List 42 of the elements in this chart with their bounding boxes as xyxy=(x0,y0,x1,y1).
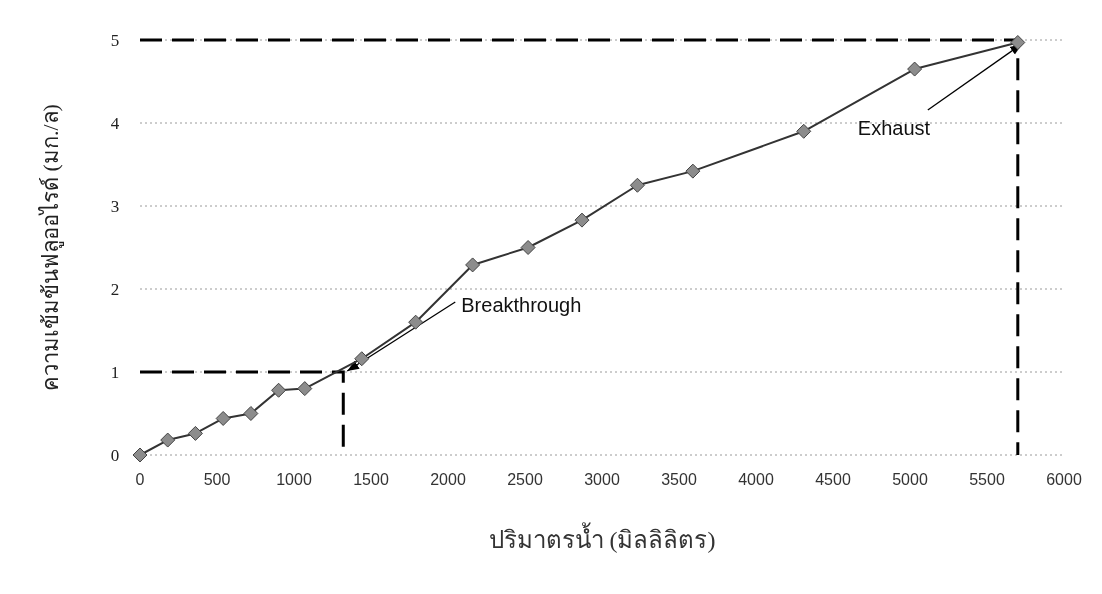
x-tick-label: 2500 xyxy=(507,471,543,488)
point xyxy=(907,61,923,77)
annotation: Breakthrough xyxy=(346,294,582,372)
point xyxy=(271,382,287,398)
x-tick-label: 3000 xyxy=(584,471,620,488)
x-tick-label: 1000 xyxy=(276,471,312,488)
x-tick-label: 6000 xyxy=(1046,471,1082,488)
annotation: Exhaust xyxy=(857,43,1023,139)
x-tick-label: 4000 xyxy=(738,471,774,488)
x-axis-title: ปริมาตรน้ำ (มิลลิลิตร) xyxy=(488,522,716,553)
y-tick-label: 5 xyxy=(110,31,120,50)
x-tick-label: 3500 xyxy=(661,471,697,488)
x-tick-label: 0 xyxy=(135,471,145,488)
y-tick-label: 2 xyxy=(110,280,120,299)
point xyxy=(520,240,536,255)
y-tick-label: 3 xyxy=(110,197,120,216)
x-tick-label: 500 xyxy=(203,471,231,488)
point xyxy=(629,177,645,193)
x-tick-label: 5000 xyxy=(892,471,928,488)
point xyxy=(215,410,231,426)
point xyxy=(187,425,203,441)
y-tick-label: 0 xyxy=(110,446,120,465)
x-tick-label: 2000 xyxy=(430,471,466,488)
annotation: Exhaust xyxy=(857,117,931,139)
x-tick-label: 5500 xyxy=(969,471,1005,488)
x-tick-label: 1500 xyxy=(353,471,389,488)
point xyxy=(132,447,148,463)
point xyxy=(574,212,590,228)
point xyxy=(160,432,176,448)
y-tick-label: 4 xyxy=(110,114,120,133)
y-axis-title: ความเข้มข้นฟลูออไรด์ (มก./ล) xyxy=(38,104,64,391)
point xyxy=(408,314,424,330)
point xyxy=(354,351,370,367)
point xyxy=(465,257,481,273)
point xyxy=(685,163,701,179)
y-tick-label: 1 xyxy=(110,363,120,382)
point xyxy=(243,406,259,421)
x-tick-label: 4500 xyxy=(815,471,851,488)
annotation: Breakthrough xyxy=(461,294,582,316)
point xyxy=(796,123,812,139)
point xyxy=(297,381,313,397)
point xyxy=(1010,34,1026,50)
